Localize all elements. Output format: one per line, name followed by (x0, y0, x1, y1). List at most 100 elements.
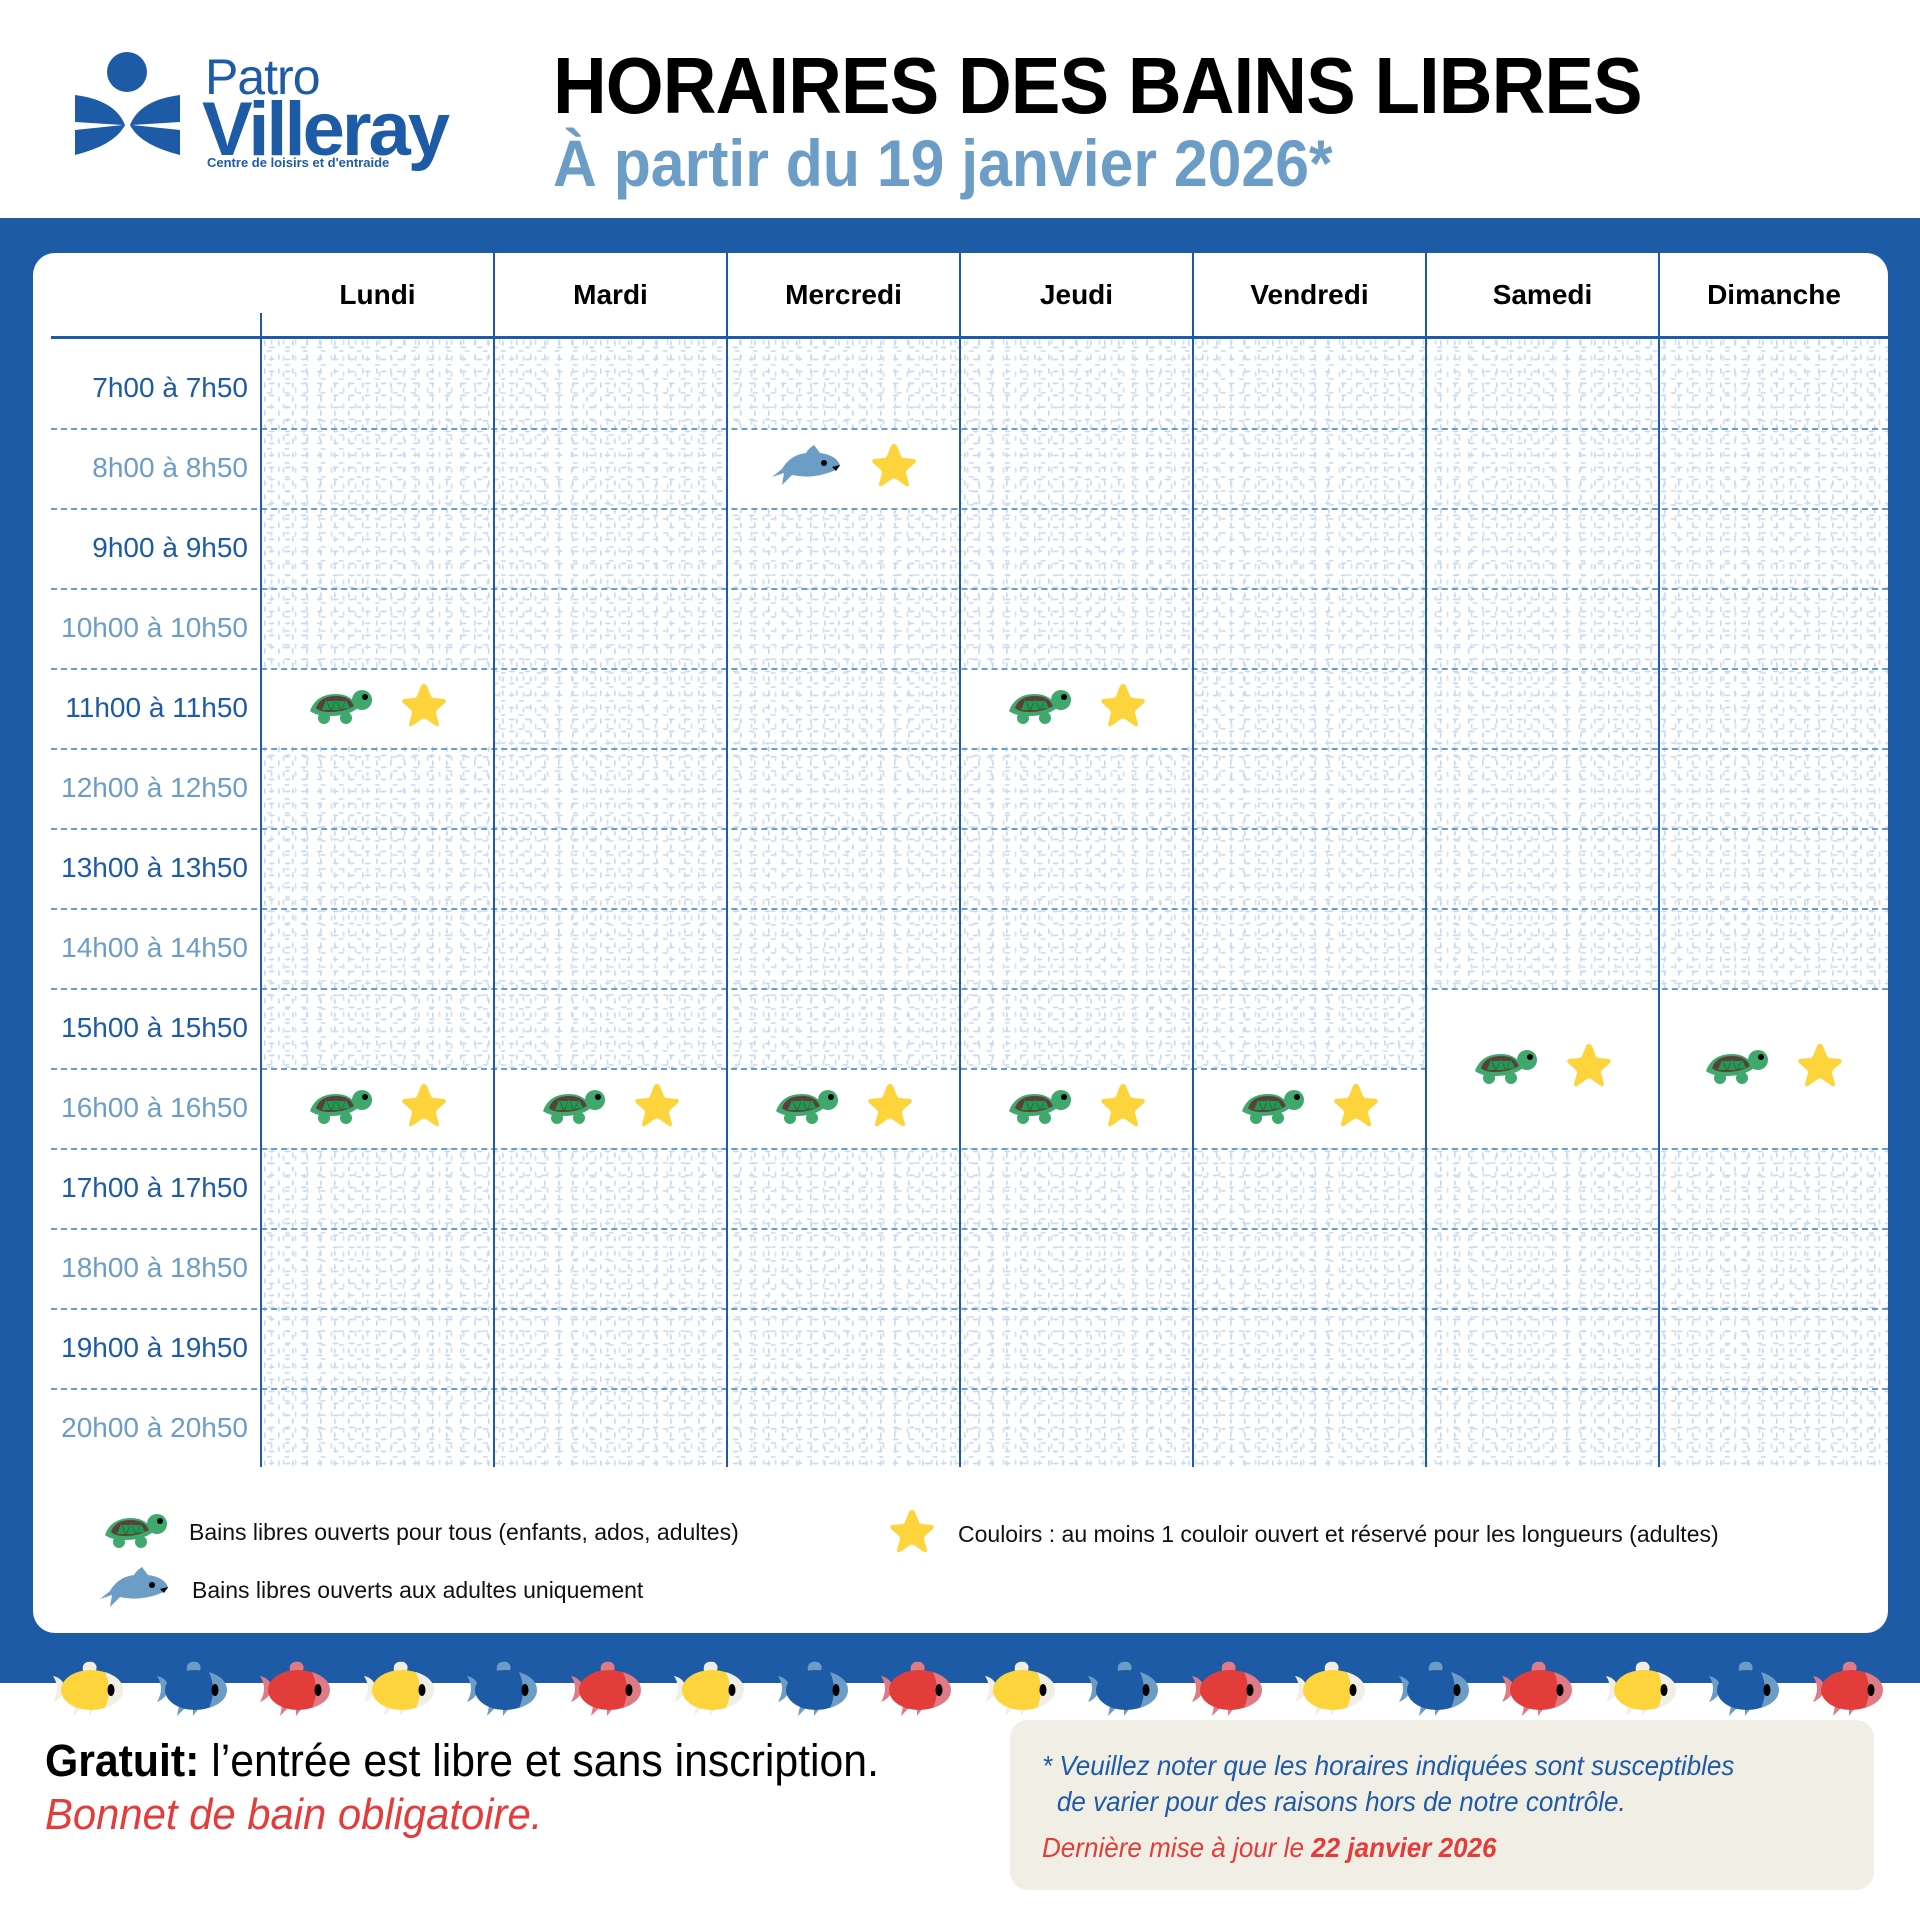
disclaimer-line-1: * Veuillez noter que les horaires indiqu… (1042, 1750, 1735, 1781)
fish-decoration-row (0, 1650, 1920, 1725)
fish-blue-icon (1080, 1658, 1170, 1718)
star-icon (1332, 1082, 1380, 1133)
time-label: 14h00 à 14h50 (61, 932, 248, 963)
fish-red-icon (1494, 1658, 1584, 1718)
fish-red-icon (873, 1658, 963, 1718)
slot-dimanche-15h-16h (1660, 988, 1888, 1146)
star-icon (400, 682, 448, 733)
swim-cap-notice: Bonnet de bain obligatoire. (45, 1790, 543, 1839)
column-divider (1192, 253, 1194, 1467)
page-subtitle: À partir du 19 janvier 2026* (553, 126, 1333, 200)
legend-turtle: Bains libres ouverts pour tous (enfants,… (103, 1508, 739, 1556)
fish-yellow-icon (45, 1658, 135, 1718)
star-icon (1565, 1042, 1613, 1093)
row-divider (51, 1148, 1888, 1150)
turtle-icon (1007, 684, 1071, 731)
header-divider (51, 336, 1888, 339)
legend-star-label: Couloirs : au moins 1 couloir ouvert et … (958, 1520, 1719, 1547)
legend-shark: Bains libres ouverts aux adultes uniquem… (98, 1565, 643, 1615)
shark-icon (98, 1565, 170, 1615)
time-label: 17h00 à 17h50 (61, 1172, 248, 1203)
fish-red-icon (1805, 1658, 1895, 1718)
shark-icon (770, 443, 842, 492)
row-divider (51, 1228, 1888, 1230)
time-label: 10h00 à 10h50 (61, 612, 248, 643)
time-label: 12h00 à 12h50 (61, 772, 248, 803)
logo-villeray-text: Villeray (202, 87, 450, 172)
fish-red-icon (252, 1658, 342, 1718)
row-divider (51, 908, 1888, 910)
free-label: Gratuit: (45, 1735, 200, 1786)
legend-turtle-label: Bains libres ouverts pour tous (enfants,… (189, 1518, 739, 1545)
time-label: 11h00 à 11h50 (65, 692, 248, 723)
patro-logo-mark-icon (75, 52, 180, 155)
turtle-icon (1007, 1084, 1071, 1131)
page-title: HORAIRES DES BAINS LIBRES (553, 41, 1643, 130)
legend-star: Couloirs : au moins 1 couloir ouvert et … (888, 1508, 1719, 1560)
column-divider (260, 313, 262, 1467)
fish-blue-icon (770, 1658, 860, 1718)
time-label: 16h00 à 16h50 (61, 1092, 248, 1123)
last-update-text: Dernière mise à jour le 22 janvier 2026 (1042, 1832, 1497, 1864)
row-divider (51, 748, 1888, 750)
time-label: 15h00 à 15h50 (61, 1012, 248, 1043)
slot-mercredi-8h (728, 428, 960, 506)
turtle-icon (541, 1084, 605, 1131)
row-divider (51, 988, 1888, 990)
row-divider (51, 588, 1888, 590)
row-divider (51, 428, 1888, 430)
star-icon (400, 1082, 448, 1133)
logo-tagline: Centre de loisirs et d'entraide (207, 155, 390, 170)
turtle-icon (1240, 1084, 1304, 1131)
slot-lundi-11h (262, 668, 494, 746)
slot-mardi-16h (495, 1068, 727, 1146)
day-header-lundi: Lundi (339, 278, 416, 310)
star-icon (888, 1508, 936, 1560)
disclaimer-text: * Veuillez noter que les horaires indiqu… (1042, 1748, 1734, 1820)
row-divider (51, 1068, 1427, 1070)
row-divider (51, 1308, 1888, 1310)
time-label: 13h00 à 13h50 (61, 852, 248, 883)
turtle-icon (1473, 1044, 1537, 1091)
schedule-card: Lundi Mardi Mercredi Jeudi Vendredi Same… (33, 253, 1888, 1633)
time-label: 19h00 à 19h50 (61, 1332, 248, 1363)
slot-samedi-15h-16h (1427, 988, 1659, 1146)
star-icon (633, 1082, 681, 1133)
fish-yellow-icon (1287, 1658, 1377, 1718)
grid-pattern-background (262, 339, 1888, 1467)
slot-jeudi-11h (961, 668, 1193, 746)
time-label: 7h00 à 7h50 (92, 372, 248, 403)
free-description: l’entrée est libre et sans inscription. (199, 1735, 879, 1786)
legend-shark-label: Bains libres ouverts aux adultes uniquem… (192, 1576, 644, 1603)
fish-blue-icon (459, 1658, 549, 1718)
fish-blue-icon (1701, 1658, 1791, 1718)
turtle-icon (308, 1084, 372, 1131)
turtle-icon (1704, 1044, 1768, 1091)
star-icon (1796, 1042, 1844, 1093)
time-label: 18h00 à 18h50 (61, 1252, 248, 1283)
day-header-mardi: Mardi (573, 278, 648, 310)
turtle-icon (308, 684, 372, 731)
star-icon (870, 442, 918, 493)
day-header-jeudi: Jeudi (1039, 278, 1114, 310)
row-divider (51, 668, 1888, 670)
slot-jeudi-16h (961, 1068, 1193, 1146)
fish-red-icon (563, 1658, 653, 1718)
fish-yellow-icon (356, 1658, 446, 1718)
disclaimer-box: * Veuillez noter que les horaires indiqu… (1010, 1720, 1874, 1890)
day-header-mercredi: Mercredi (785, 278, 902, 310)
disclaimer-line-2: de varier pour des raisons hors de notre… (1056, 1786, 1626, 1817)
logo: Patro Villeray Centre de loisirs et d'en… (75, 49, 475, 180)
time-label: 20h00 à 20h50 (61, 1412, 248, 1443)
star-icon (1099, 682, 1147, 733)
star-icon (866, 1082, 914, 1133)
last-update-prefix: Dernière mise à jour le (1042, 1832, 1312, 1863)
column-divider (1425, 253, 1427, 1467)
day-header-samedi: Samedi (1492, 278, 1593, 310)
day-header-dimanche: Dimanche (1707, 278, 1841, 310)
column-divider (493, 253, 495, 1467)
time-label: 8h00 à 8h50 (92, 452, 248, 483)
fish-red-icon (1184, 1658, 1274, 1718)
column-divider (1658, 253, 1660, 1467)
day-header-vendredi: Vendredi (1250, 278, 1369, 310)
